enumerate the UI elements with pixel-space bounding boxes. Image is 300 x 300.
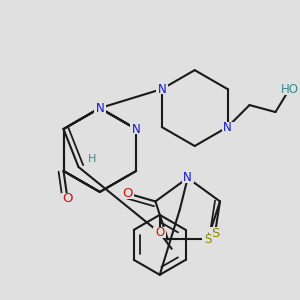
Bar xyxy=(280,83,298,95)
Text: N: N xyxy=(183,172,192,184)
Bar xyxy=(153,227,166,239)
Bar xyxy=(61,193,74,205)
Bar xyxy=(130,124,142,134)
Text: O: O xyxy=(62,192,73,206)
Text: N: N xyxy=(132,122,140,136)
Text: N: N xyxy=(95,102,104,115)
Bar xyxy=(121,188,134,200)
Bar xyxy=(182,173,194,183)
Text: O: O xyxy=(155,226,164,239)
Text: N: N xyxy=(158,82,166,96)
Bar xyxy=(94,103,106,113)
Text: S: S xyxy=(211,227,219,240)
Text: S: S xyxy=(204,233,211,246)
Bar xyxy=(209,227,221,239)
Text: N: N xyxy=(223,121,232,134)
Bar xyxy=(202,234,214,244)
Text: HO: HO xyxy=(280,82,298,96)
Bar xyxy=(222,122,233,132)
Text: O: O xyxy=(122,187,133,200)
Bar xyxy=(156,84,168,94)
Text: H: H xyxy=(88,154,97,164)
Bar xyxy=(88,154,98,164)
